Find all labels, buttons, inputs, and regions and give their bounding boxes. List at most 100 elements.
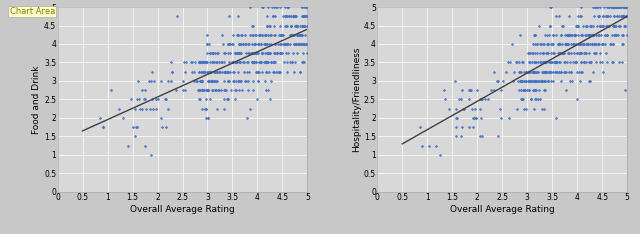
Point: [193, 88, 203, 92]
Point: [277, 33, 287, 37]
Point: [225, 70, 235, 73]
Point: [431, 144, 442, 148]
Point: [590, 42, 600, 46]
Point: [496, 88, 506, 92]
Point: [294, 42, 304, 46]
Point: [561, 33, 572, 37]
Point: [257, 51, 268, 55]
Point: [529, 107, 539, 111]
Point: [254, 33, 264, 37]
Point: [503, 61, 513, 64]
Point: [202, 70, 212, 73]
Point: [597, 42, 607, 46]
Point: [571, 42, 581, 46]
Point: [475, 107, 485, 111]
Point: [613, 33, 623, 37]
Point: [234, 61, 244, 64]
Point: [530, 88, 540, 92]
Point: [561, 42, 571, 46]
Point: [560, 61, 570, 64]
Point: [580, 33, 590, 37]
Point: [438, 88, 449, 92]
Point: [515, 79, 525, 83]
Point: [476, 98, 486, 101]
Point: [543, 79, 553, 83]
Point: [244, 42, 254, 46]
Point: [233, 14, 243, 18]
Point: [573, 14, 583, 18]
Point: [213, 88, 223, 92]
Point: [265, 33, 275, 37]
Point: [548, 33, 559, 37]
Point: [223, 42, 234, 46]
Point: [194, 88, 204, 92]
Point: [588, 33, 598, 37]
Point: [530, 79, 540, 83]
Point: [295, 42, 305, 46]
Point: [209, 79, 219, 83]
Point: [234, 79, 244, 83]
Point: [215, 70, 225, 73]
Point: [454, 98, 465, 101]
Point: [200, 70, 211, 73]
Point: [178, 88, 188, 92]
Point: [521, 79, 531, 83]
Point: [589, 42, 599, 46]
Point: [205, 51, 216, 55]
Point: [540, 61, 550, 64]
Point: [534, 88, 545, 92]
Point: [220, 88, 230, 92]
Point: [252, 70, 262, 73]
Point: [263, 51, 273, 55]
Point: [214, 70, 224, 73]
Point: [581, 61, 591, 64]
Point: [197, 79, 207, 83]
Point: [201, 61, 211, 64]
Point: [275, 42, 285, 46]
Point: [261, 70, 271, 73]
Point: [477, 98, 487, 101]
Point: [230, 98, 241, 101]
Point: [562, 42, 572, 46]
Point: [292, 42, 303, 46]
Point: [266, 61, 276, 64]
Point: [575, 79, 585, 83]
Point: [552, 70, 562, 73]
Point: [581, 24, 591, 27]
Point: [228, 79, 239, 83]
Point: [144, 79, 154, 83]
Point: [532, 61, 543, 64]
Point: [556, 79, 566, 83]
Point: [577, 33, 587, 37]
Point: [609, 24, 619, 27]
Point: [197, 61, 207, 64]
Point: [236, 42, 246, 46]
Point: [253, 42, 264, 46]
Point: [543, 42, 554, 46]
Point: [238, 42, 248, 46]
Point: [591, 61, 602, 64]
Point: [618, 14, 628, 18]
Point: [266, 42, 276, 46]
Point: [486, 88, 496, 92]
Point: [548, 42, 558, 46]
Point: [232, 51, 242, 55]
Point: [534, 24, 544, 27]
Point: [548, 61, 559, 64]
Point: [545, 24, 556, 27]
Point: [498, 79, 508, 83]
Point: [589, 5, 599, 9]
Point: [254, 33, 264, 37]
Point: [290, 61, 300, 64]
Point: [573, 33, 584, 37]
Point: [524, 79, 534, 83]
Point: [205, 70, 216, 73]
Point: [480, 98, 490, 101]
Point: [595, 24, 605, 27]
Point: [260, 79, 271, 83]
Point: [252, 61, 262, 64]
Point: [594, 14, 604, 18]
Point: [537, 79, 547, 83]
Point: [576, 61, 586, 64]
Point: [264, 42, 274, 46]
